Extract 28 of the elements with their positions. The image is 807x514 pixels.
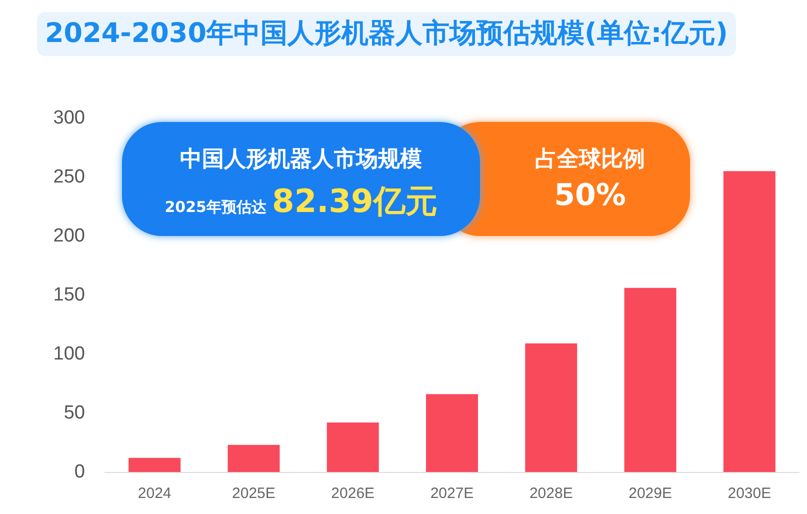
bar [723,171,776,472]
annotation: 中国人形机器人市场规模 [179,146,423,174]
annotation: 占全球比例 [534,146,646,174]
y-tick-label: 150 [53,284,85,306]
y-tick-label: 200 [53,226,85,246]
bar [128,458,181,472]
x-tick-label: 2027E [430,485,474,502]
annotation: 50% [553,178,627,213]
y-tick-label: 0 [74,462,85,482]
x-tick-label: 2026E [331,485,375,502]
x-tick-label: 2030E [728,485,772,502]
y-tick-label: 50 [64,402,85,424]
annotation: 82.39亿元 [272,182,438,220]
x-tick-label: 2025E [232,485,276,502]
x-tick-label: 2028E [529,485,573,502]
annotation: 2025年预估达 [164,198,266,216]
x-tick-label: 2024 [138,485,172,502]
y-tick-label: 300 [53,108,85,128]
bar [426,394,478,472]
bar [525,343,578,472]
bar [228,444,280,472]
callout-card: 中国人形机器人市场规模 2025年预估达 82.39亿元 [122,122,480,236]
chart-title: 2024-2030年中国人形机器人市场预估规模(单位:亿元) [37,12,736,56]
bar [624,288,676,472]
bar [326,422,379,472]
y-tick-label: 250 [53,166,85,188]
y-tick-label: 100 [53,344,85,364]
x-tick-label: 2029E [628,485,672,502]
